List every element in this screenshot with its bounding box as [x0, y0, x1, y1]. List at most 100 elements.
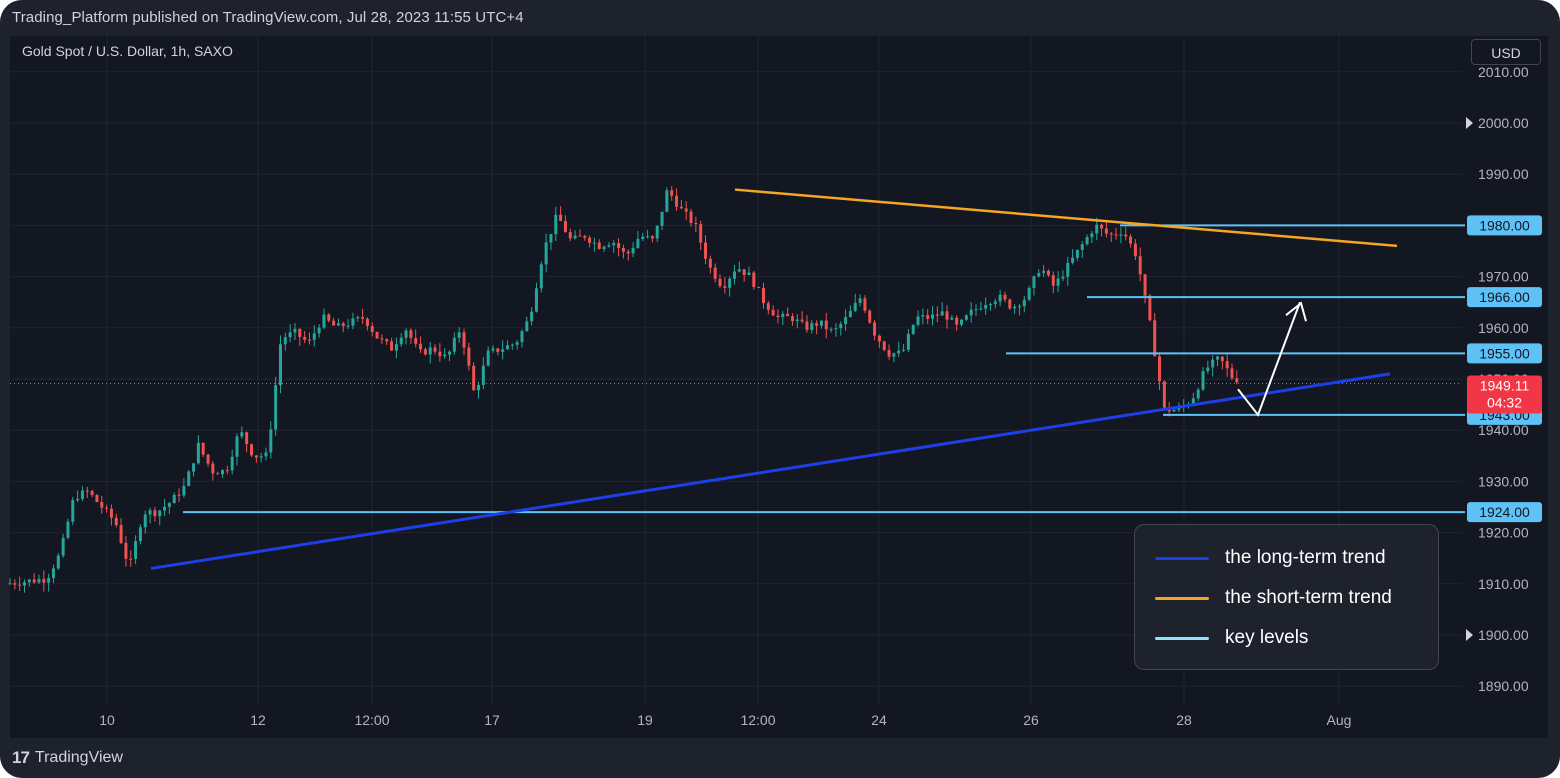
y-tick-label: 1960.00: [1478, 320, 1529, 336]
candle-body: [66, 521, 70, 538]
candle-body: [1090, 233, 1094, 238]
candle-body: [177, 494, 181, 496]
candle-body: [56, 555, 60, 569]
candle-body: [414, 338, 418, 344]
key-level-tag: [1467, 287, 1542, 308]
footer-brand[interactable]: 17 TradingView: [12, 748, 123, 768]
candle-body: [472, 365, 476, 391]
candle-body: [1051, 275, 1055, 286]
candle-body: [1211, 359, 1215, 368]
candle-body: [443, 354, 447, 357]
tick-marker-icon: [1466, 629, 1473, 641]
candle-body: [167, 503, 171, 507]
candle-body: [1100, 224, 1104, 229]
candle-body: [646, 236, 650, 238]
x-tick-label: 17: [484, 712, 500, 728]
grid-lines: [10, 36, 1462, 705]
candle-body: [877, 335, 881, 342]
candle-body: [327, 314, 331, 321]
candle-body: [1191, 398, 1195, 405]
candle-body: [665, 190, 669, 212]
candle-body: [361, 317, 365, 319]
candle-body: [660, 211, 664, 226]
candle-body: [1013, 306, 1017, 309]
candle-body: [588, 237, 592, 243]
candle-body: [921, 315, 925, 317]
candle-body: [1148, 295, 1152, 321]
candle-body: [520, 331, 524, 343]
candle-body: [1143, 274, 1147, 296]
legend-swatch-long-term: [1155, 556, 1209, 560]
candle-body: [1153, 320, 1157, 357]
candle-body: [689, 211, 693, 224]
candle-body: [153, 510, 157, 517]
candle-body: [448, 351, 452, 355]
y-tick-label: 1990.00: [1478, 166, 1529, 182]
key-level-tag: [1467, 502, 1542, 523]
brand-name: TradingView: [34, 749, 123, 766]
candle-body: [916, 316, 920, 325]
candle-body: [278, 344, 282, 386]
trend-lines: [150, 188, 1398, 570]
candle-body: [143, 514, 147, 528]
candle-body: [902, 349, 906, 351]
candle-body: [819, 320, 823, 326]
candle-body: [578, 235, 582, 237]
candle-body: [892, 353, 896, 357]
candle-body: [187, 471, 191, 486]
y-tick-label: 2000.00: [1478, 115, 1529, 131]
candle-body: [1066, 262, 1070, 277]
candle-body: [496, 348, 500, 352]
candle-body: [1162, 381, 1166, 408]
candle-body: [926, 315, 930, 319]
candle-body: [423, 349, 427, 355]
candle-body: [800, 319, 804, 322]
candle-body: [477, 385, 481, 391]
candle-body: [1017, 306, 1021, 308]
candle-body: [221, 470, 225, 475]
candle-body: [718, 278, 722, 287]
candle-body: [90, 491, 94, 495]
candle-body: [259, 456, 263, 458]
candle-body: [505, 345, 509, 350]
key-level-tag: [1467, 215, 1542, 236]
candle-body: [742, 269, 746, 275]
candle-body: [607, 245, 611, 247]
candle-body: [931, 314, 935, 319]
candle-body: [935, 314, 939, 316]
candle-body: [404, 330, 408, 338]
candle-body: [979, 308, 983, 310]
candle-body: [235, 436, 239, 457]
candle-body: [100, 502, 104, 508]
candle-body: [22, 582, 26, 586]
candle-body: [51, 568, 55, 578]
candle-body: [1133, 243, 1137, 257]
candle-body: [655, 225, 659, 239]
candle-body: [955, 317, 959, 325]
candle-body: [109, 508, 113, 518]
candle-body: [1206, 367, 1210, 372]
projection-arrow: [1237, 301, 1307, 417]
currency-button[interactable]: USD: [1471, 39, 1541, 65]
candle-body: [694, 223, 698, 225]
candle-body: [940, 311, 944, 316]
candle-body: [795, 319, 799, 322]
candle-body: [1075, 249, 1079, 258]
candle-body: [298, 328, 302, 337]
candle-body: [592, 242, 596, 244]
candle-body: [868, 310, 872, 323]
key-level-tag-label: 1924.00: [1479, 504, 1530, 520]
candle-body: [80, 490, 84, 499]
candle-body: [602, 246, 606, 249]
candle-body: [1124, 234, 1128, 237]
candle-body: [559, 214, 563, 221]
candle-body: [737, 269, 741, 272]
candle-body: [332, 320, 336, 326]
candle-body: [853, 302, 857, 311]
candle-body: [1022, 299, 1026, 307]
candle-body: [1104, 228, 1108, 234]
candle-body: [1235, 378, 1239, 383]
candle-body: [47, 577, 51, 583]
legend-label-long-term: the long-term trend: [1225, 547, 1386, 568]
